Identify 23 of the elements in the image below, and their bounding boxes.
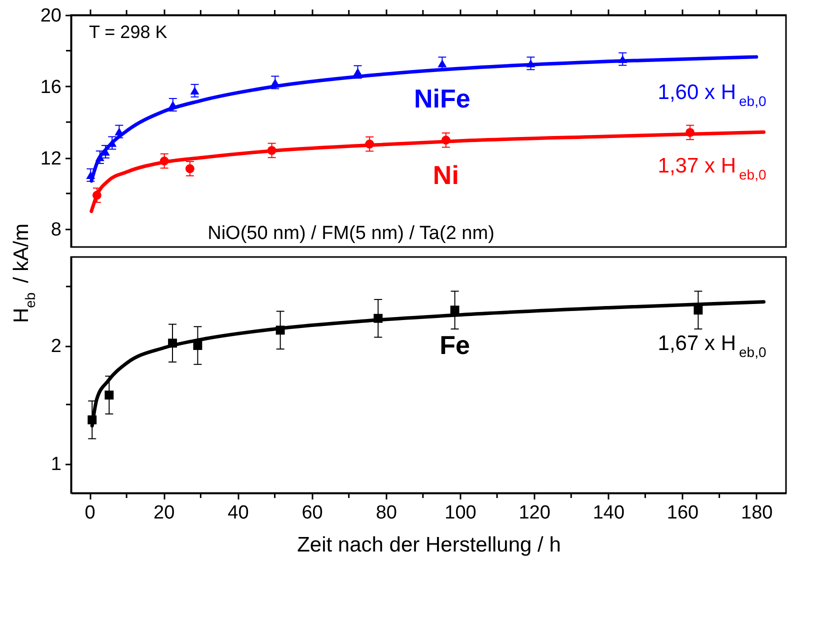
x-tick-label: 0 [84,502,96,524]
y-tick-label: 16 [40,76,62,98]
series-label: Fe [440,330,470,360]
annotation: T = 298 K [89,22,168,42]
x-tick-label: 60 [302,502,323,524]
y-tick-label: 12 [40,148,62,170]
y-tick-label: 20 [40,6,62,26]
x-tick-label: 40 [228,502,249,524]
y-axis-title: Heb / kA/m [10,223,38,323]
x-tick-label: 120 [518,502,550,524]
annotation: NiO(50 nm) / FM(5 nm) / Ta(2 nm) [208,223,494,244]
x-tick-label: 140 [592,502,625,524]
x-tick-label: 180 [741,502,773,524]
series-label: NiFe [414,83,470,114]
x-tick-label: 20 [154,502,175,524]
series-label: Ni [432,160,459,190]
y-tick-label: 2 [50,336,62,357]
x-axis-title: Zeit nach der Herstellung / h [297,534,561,556]
x-tick-label: 160 [666,502,699,524]
x-tick-label: 100 [444,502,476,524]
y-tick-label: 8 [50,220,62,241]
y-tick-label: 1 [50,454,62,475]
x-tick-label: 80 [376,502,397,524]
